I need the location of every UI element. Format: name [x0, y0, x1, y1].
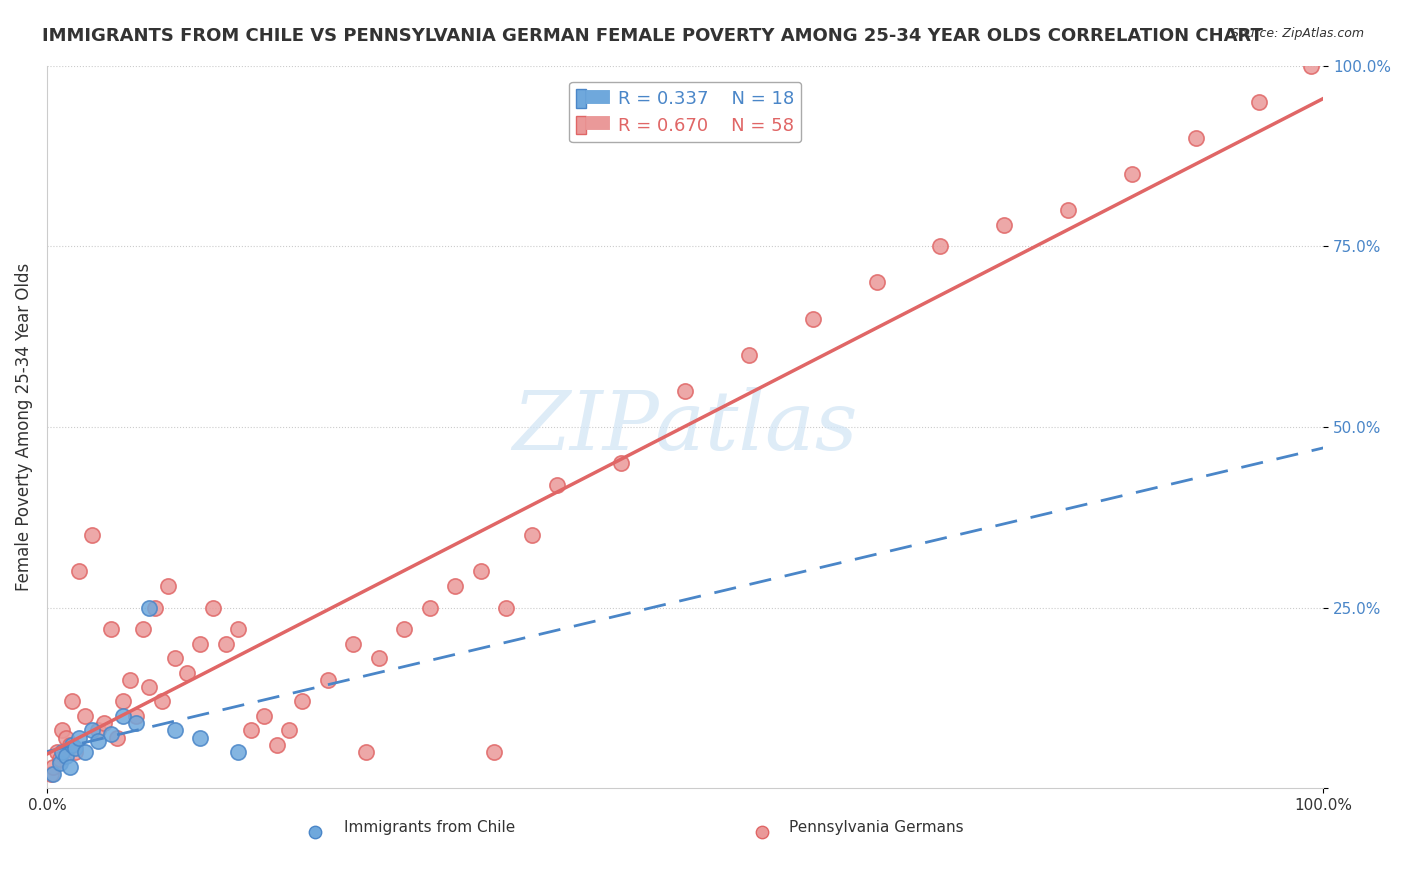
Immigrants from Chile — [55, 748, 77, 763]
Pennsylvania Germans — [278, 723, 301, 738]
Immigrants from Chile — [48, 756, 70, 770]
Pennsylvania Germans — [367, 651, 389, 665]
Pennsylvania Germans — [342, 637, 364, 651]
Pennsylvania Germans — [157, 579, 180, 593]
Pennsylvania Germans — [266, 738, 288, 752]
Pennsylvania Germans — [48, 752, 70, 766]
Immigrants from Chile — [125, 716, 148, 731]
Pennsylvania Germans — [419, 600, 441, 615]
Pennsylvania Germans — [801, 311, 824, 326]
Immigrants from Chile — [67, 731, 90, 745]
Pennsylvania Germans — [520, 528, 543, 542]
Immigrants from Chile — [75, 745, 97, 759]
Pennsylvania Germans — [228, 622, 250, 636]
Pennsylvania Germans — [214, 637, 236, 651]
Immigrants from Chile — [51, 745, 73, 759]
Pennsylvania Germans — [673, 384, 696, 398]
Pennsylvania Germans — [150, 694, 173, 708]
Pennsylvania Germans — [470, 565, 492, 579]
Pennsylvania Germans — [1184, 131, 1206, 145]
Immigrants from Chile — [163, 723, 186, 738]
Immigrants from Chile — [188, 731, 211, 745]
Pennsylvania Germans — [125, 709, 148, 723]
Pennsylvania Germans — [59, 738, 82, 752]
Pennsylvania Germans — [112, 694, 135, 708]
Point — [38, 781, 60, 796]
Pennsylvania Germans — [738, 348, 761, 362]
Pennsylvania Germans — [610, 456, 633, 470]
Pennsylvania Germans — [253, 709, 276, 723]
Pennsylvania Germans — [118, 673, 141, 687]
Pennsylvania Germans — [188, 637, 211, 651]
Pennsylvania Germans — [546, 477, 568, 491]
Pennsylvania Germans — [163, 651, 186, 665]
Pennsylvania Germans — [75, 709, 97, 723]
Pennsylvania Germans — [51, 723, 73, 738]
Text: IMMIGRANTS FROM CHILE VS PENNSYLVANIA GERMAN FEMALE POVERTY AMONG 25-34 YEAR OLD: IMMIGRANTS FROM CHILE VS PENNSYLVANIA GE… — [42, 27, 1263, 45]
Immigrants from Chile — [62, 738, 84, 752]
Pennsylvania Germans — [131, 622, 153, 636]
Immigrants from Chile — [59, 759, 82, 773]
Immigrants from Chile — [138, 600, 160, 615]
Pennsylvania Germans — [80, 528, 103, 542]
Text: Immigrants from Chile: Immigrants from Chile — [344, 820, 516, 835]
Y-axis label: Female Poverty Among 25-34 Year Olds: Female Poverty Among 25-34 Year Olds — [15, 263, 32, 591]
Pennsylvania Germans — [46, 745, 69, 759]
Pennsylvania Germans — [1121, 167, 1143, 181]
Pennsylvania Germans — [62, 694, 84, 708]
Pennsylvania Germans — [55, 731, 77, 745]
Pennsylvania Germans — [929, 239, 952, 253]
Pennsylvania Germans — [39, 766, 62, 780]
Immigrants from Chile — [80, 723, 103, 738]
Pennsylvania Germans — [42, 759, 65, 773]
Immigrants from Chile — [228, 745, 250, 759]
Pennsylvania Germans — [105, 731, 128, 745]
Immigrants from Chile — [100, 727, 122, 741]
Point — [42, 781, 65, 796]
Pennsylvania Germans — [87, 723, 110, 738]
Pennsylvania Germans — [316, 673, 339, 687]
Pennsylvania Germans — [354, 745, 377, 759]
Pennsylvania Germans — [240, 723, 263, 738]
Text: ZIPatlas: ZIPatlas — [512, 387, 858, 467]
Immigrants from Chile — [63, 741, 86, 756]
Pennsylvania Germans — [865, 276, 887, 290]
Pennsylvania Germans — [495, 600, 517, 615]
Pennsylvania Germans — [394, 622, 416, 636]
Pennsylvania Germans — [1057, 203, 1080, 218]
Immigrants from Chile — [42, 766, 65, 780]
Pennsylvania Germans — [67, 565, 90, 579]
Pennsylvania Germans — [63, 745, 86, 759]
Pennsylvania Germans — [993, 218, 1015, 232]
Text: Pennsylvania Germans: Pennsylvania Germans — [789, 820, 965, 835]
Pennsylvania Germans — [201, 600, 224, 615]
Pennsylvania Germans — [1299, 59, 1322, 73]
Immigrants from Chile — [112, 709, 135, 723]
Pennsylvania Germans — [138, 680, 160, 694]
Pennsylvania Germans — [291, 694, 314, 708]
Pennsylvania Germans — [176, 665, 198, 680]
Pennsylvania Germans — [444, 579, 467, 593]
Pennsylvania Germans — [482, 745, 505, 759]
Pennsylvania Germans — [93, 716, 115, 731]
Pennsylvania Germans — [100, 622, 122, 636]
Legend: R = 0.337    N = 18, R = 0.670    N = 58: R = 0.337 N = 18, R = 0.670 N = 58 — [569, 82, 801, 142]
Immigrants from Chile — [87, 734, 110, 748]
Text: Source: ZipAtlas.com: Source: ZipAtlas.com — [1230, 27, 1364, 40]
Pennsylvania Germans — [1249, 95, 1271, 109]
Pennsylvania Germans — [145, 600, 167, 615]
